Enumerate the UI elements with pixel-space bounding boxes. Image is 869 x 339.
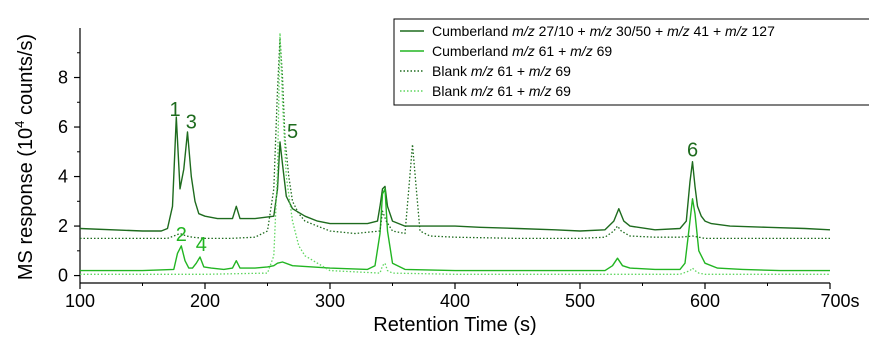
y-tick-label: 4 <box>58 167 68 187</box>
x-tick-label: 200 <box>190 291 220 311</box>
y-axis-label-unit: counts/s) <box>15 34 37 121</box>
x-tick-label: 300 <box>315 291 345 311</box>
x-tick-label: 500 <box>565 291 595 311</box>
legend: Cumberland m/z 27/10 + m/z 30/50 + m/z 4… <box>393 18 869 106</box>
y-ticks: 0 2 4 6 8 <box>58 52 80 286</box>
y-tick-label: 2 <box>58 216 68 236</box>
series-line-2 <box>80 188 830 272</box>
y-axis-label: MS response (104 counts/s) <box>12 34 37 280</box>
peak-label: 1 <box>169 99 180 121</box>
legend-label-1: Cumberland m/z 27/10 + m/z 30/50 + m/z 4… <box>432 23 775 39</box>
legend-label-4: Blank m/z 61 + m/z 69 <box>432 83 571 99</box>
peak-labels: 13 5 6 2 4 <box>169 99 698 256</box>
x-ticks: 100 200 300 400 500 600 700s <box>65 283 860 311</box>
x-tick-label: 400 <box>440 291 470 311</box>
x-tick-label: 700s <box>820 291 859 311</box>
x-axis-label: Retention Time (s) <box>373 314 536 336</box>
y-tick-label: 6 <box>58 117 68 137</box>
x-tick-label: 600 <box>690 291 720 311</box>
y-axis-label-main: MS response (10 <box>15 128 37 280</box>
series-line-1 <box>79 116 831 232</box>
y-tick-label: 0 <box>58 266 68 286</box>
legend-label-2: Cumberland m/z 61 + m/z 69 <box>432 43 612 59</box>
legend-frame <box>393 18 869 106</box>
y-axis-label-exponent: 4 <box>12 121 27 128</box>
series-group <box>79 32 831 275</box>
peak-label: 5 <box>287 121 298 143</box>
peak-label: 4 <box>196 234 207 256</box>
peak-label: 2 <box>176 224 187 246</box>
x-tick-label: 100 <box>65 291 95 311</box>
legend-label-3: Blank m/z 61 + m/z 69 <box>432 63 571 79</box>
y-tick-label: 8 <box>58 68 68 88</box>
peak-label: 3 <box>186 111 197 133</box>
peak-label: 6 <box>687 140 698 162</box>
series-line-3 <box>80 37 830 240</box>
